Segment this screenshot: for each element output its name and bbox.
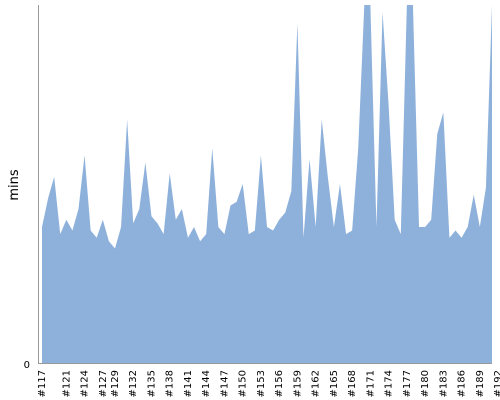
x-tick-label: #192 bbox=[493, 370, 500, 397]
x-tick-label: #144 bbox=[201, 370, 212, 397]
x-tick-label: #141 bbox=[183, 370, 194, 397]
x-tick-label: #129 bbox=[110, 370, 121, 397]
x-tick-label: #147 bbox=[219, 370, 230, 397]
x-tick-labels: #117 #121 #124 #127 #129 #132 #135 #138 #141 #144… bbox=[37, 370, 500, 397]
x-tick-label: #124 bbox=[80, 370, 91, 397]
x-tick-label: #168 bbox=[347, 370, 358, 397]
x-tick-label: #180 bbox=[420, 370, 431, 397]
area-series bbox=[42, 5, 492, 363]
x-tick-label: #183 bbox=[438, 370, 449, 397]
x-tick-label: #132 bbox=[128, 370, 139, 397]
plot-area bbox=[42, 5, 492, 363]
y-tick-label-0: 0 bbox=[24, 360, 30, 371]
x-tick-label: #135 bbox=[146, 370, 157, 397]
x-tick-label: #159 bbox=[292, 370, 303, 397]
x-tick-label: #165 bbox=[329, 370, 340, 397]
x-tick-label: #162 bbox=[311, 370, 322, 397]
x-tick-label: #117 bbox=[37, 370, 48, 397]
x-tick-label: #127 bbox=[98, 370, 109, 397]
x-tick-label: #177 bbox=[402, 370, 413, 397]
x-tick-label: #189 bbox=[475, 370, 486, 397]
x-tick-label: #150 bbox=[238, 370, 249, 397]
x-tick-label: #138 bbox=[165, 370, 176, 397]
x-tick-label: #174 bbox=[384, 370, 395, 397]
x-tick-label: #121 bbox=[61, 370, 72, 397]
y-axis-label: mins bbox=[7, 169, 22, 201]
x-tick-label: #153 bbox=[256, 370, 267, 397]
x-tick-label: #156 bbox=[274, 370, 285, 397]
x-tick-label: #186 bbox=[457, 370, 468, 397]
x-tick-label: #171 bbox=[365, 370, 376, 397]
